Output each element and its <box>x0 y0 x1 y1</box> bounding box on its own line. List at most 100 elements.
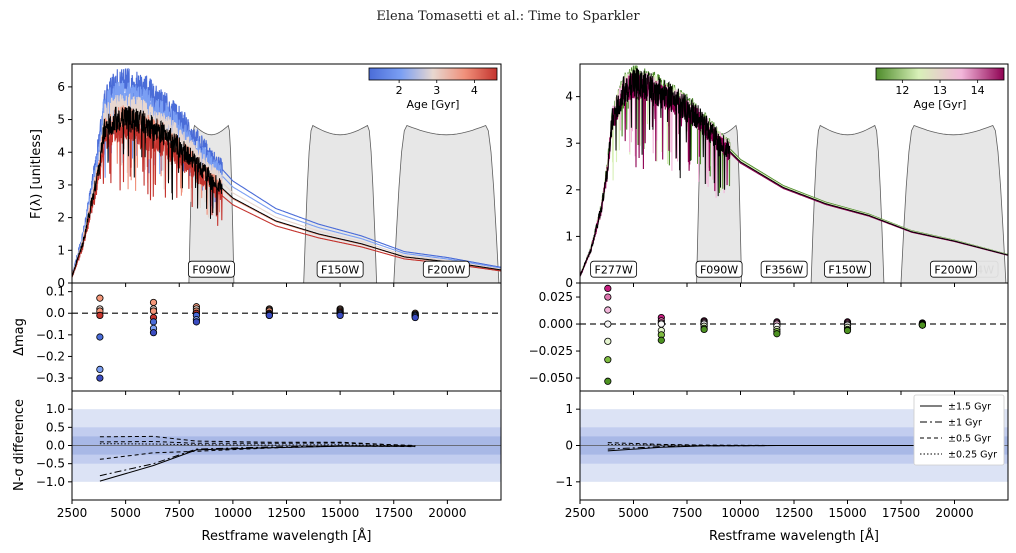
legend-label: ±0.25 Gyr <box>948 450 997 461</box>
colorbar-label: Age [Gyr] <box>407 98 460 111</box>
wavelength-x-tick-label: 5000 <box>110 506 141 520</box>
dmag-point <box>336 311 344 319</box>
filter-curve-f150w <box>810 124 885 283</box>
filter-label-box <box>760 260 808 278</box>
filter-label-box <box>590 260 638 278</box>
dmag-point <box>604 293 612 301</box>
filter-label-box <box>422 260 470 278</box>
wavelength-x-tick-label: 7500 <box>672 506 703 520</box>
dmag-ylabel: Δmag <box>12 318 27 356</box>
wavelength-x-tick-label: 15000 <box>828 506 866 520</box>
flux-y-tick-label: 2 <box>565 183 573 197</box>
flux-y-tick-label: 3 <box>565 136 573 150</box>
dmag-point <box>96 365 104 373</box>
nsigma-ylabel: N-σ difference <box>12 399 27 491</box>
nsigma-y-tick-label: 0.0 <box>46 439 65 453</box>
dmag-y-tick-label: 0.1 <box>46 285 65 299</box>
nsigma-y-tick-label: −1 <box>555 475 573 489</box>
dmag-point <box>149 307 158 315</box>
colorbar-tick-label: 13 <box>933 84 947 97</box>
xlabel-left: Restframe wavelength [Å] <box>202 528 372 544</box>
dmag-point <box>657 336 665 344</box>
wavelength-x-tick-label: 15000 <box>321 506 359 520</box>
wavelength-x-tick-label: 20000 <box>428 506 466 520</box>
dmag-point <box>149 329 158 337</box>
flux-y-tick-label: 6 <box>57 80 65 94</box>
filter-curve-f200w <box>900 124 1007 283</box>
nsigma-line <box>99 445 416 460</box>
dmag-y-tick-label: 0.000 <box>539 317 573 331</box>
legend-label: ±1 Gyr <box>948 418 982 429</box>
filter-label-f277w: F277W <box>595 264 633 277</box>
dmag-point <box>149 318 158 326</box>
dmag-frame <box>71 282 502 392</box>
flux-y-tick-label: 1 <box>565 229 573 243</box>
dmag-point <box>604 356 612 364</box>
wavelength-x-tick-label: 12500 <box>775 506 813 520</box>
reference-spectrum-line <box>580 68 1008 277</box>
dmag-point <box>149 298 158 307</box>
filter-curve-f150w <box>303 124 378 283</box>
filter-label-box <box>824 260 871 278</box>
flux-y-tick-label: 5 <box>57 113 65 127</box>
dmag-point <box>700 325 708 334</box>
dmag-point <box>96 294 104 302</box>
nsigma-y-tick-label: −0.5 <box>36 457 65 471</box>
legend-label: ±0.5 Gyr <box>948 434 991 445</box>
legend-label: ±1.5 Gyr <box>948 402 991 413</box>
dmag-frame <box>579 282 1009 392</box>
dmag-point <box>657 320 665 328</box>
filter-label-f150w: F150W <box>321 264 359 277</box>
flux-ylabel: F(λ) [unitless] <box>29 129 44 219</box>
dmag-point <box>265 311 273 319</box>
colorbar-tick-label: 12 <box>895 84 909 97</box>
dmag-point <box>604 377 612 385</box>
dmag-point <box>604 320 612 328</box>
flux-y-tick-label: 3 <box>57 178 65 192</box>
filter-label-f356w: F356W <box>765 264 803 277</box>
filter-curve-f200w <box>393 124 500 283</box>
dmag-point <box>604 306 612 314</box>
dmag-y-tick-label: −0.050 <box>529 371 573 385</box>
filter-label-f150w: F150W <box>828 264 866 277</box>
nsigma-line <box>607 443 923 446</box>
nsigma-y-tick-label: 0.5 <box>46 420 65 434</box>
spectrum-line <box>72 93 501 277</box>
dmag-point <box>604 284 612 292</box>
dmag-point <box>843 326 852 335</box>
legend-box <box>913 394 1005 466</box>
wavelength-x-tick-label: 2500 <box>565 506 596 520</box>
wavelength-x-tick-label: 20000 <box>935 506 973 520</box>
dmag-point <box>773 330 781 338</box>
flux-y-tick-label: 1 <box>57 243 65 257</box>
colorbar-tick-label: 3 <box>433 84 440 97</box>
nsigma-line <box>99 443 416 447</box>
dmag-point <box>604 337 612 345</box>
plots-area: F090WF150WF200WF277WF356WF444W0123456234… <box>12 63 1009 544</box>
colorbar-tick-label: 14 <box>971 84 985 97</box>
nsigma-line <box>99 440 416 446</box>
wavelength-x-tick-label: 10000 <box>214 506 252 520</box>
filter-label-box <box>930 260 977 278</box>
dmag-point <box>918 321 927 329</box>
filter-label-f090w: F090W <box>700 264 738 277</box>
page-header: Elena Tomasetti et al.: Time to Sparkler <box>376 9 640 24</box>
colorbar-label: Age [Gyr] <box>914 98 967 111</box>
dmag-y-tick-label: −0.2 <box>36 349 65 363</box>
spectrum-panel-1 <box>580 65 1008 283</box>
colorbar-tick-label: 4 <box>471 84 478 97</box>
dmag-y-tick-label: −0.025 <box>529 344 573 358</box>
filter-label-box <box>188 260 235 278</box>
filter-label-box <box>695 260 743 278</box>
reference-spectrum-line <box>72 106 501 277</box>
nsigma-y-tick-label: 1.0 <box>46 402 65 416</box>
colorbar-tick-label: 2 <box>396 84 403 97</box>
dmag-y-tick-label: −0.1 <box>36 328 65 342</box>
nsigma-y-tick-label: 1 <box>565 402 573 416</box>
filter-label-box <box>316 260 364 278</box>
flux-y-tick-label: 0 <box>565 276 573 290</box>
wavelength-x-tick-label: 12500 <box>267 506 305 520</box>
flux-y-tick-label: 4 <box>57 145 65 159</box>
flux-y-tick-label: 4 <box>565 90 573 104</box>
